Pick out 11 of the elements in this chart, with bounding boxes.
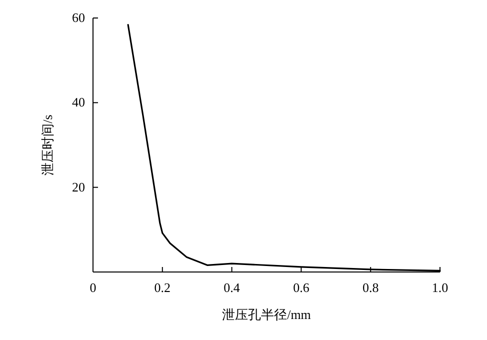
- y-tick-label: 40: [72, 94, 85, 110]
- x-tick-label: 0.8: [362, 280, 379, 295]
- x-tick-label: 0.4: [224, 280, 240, 295]
- y-tick-label: 20: [72, 179, 85, 194]
- x-tick-label: 0.2: [154, 280, 171, 295]
- y-axis-title: 泄压时间/s: [40, 114, 55, 176]
- x-tick-label: 0: [90, 280, 96, 295]
- x-axis-title: 泄压孔半径/mm: [222, 307, 311, 322]
- x-tick-label: 1.0: [432, 280, 448, 295]
- x-tick-label: 0.6: [293, 280, 310, 295]
- y-tick-label: 60: [72, 10, 85, 25]
